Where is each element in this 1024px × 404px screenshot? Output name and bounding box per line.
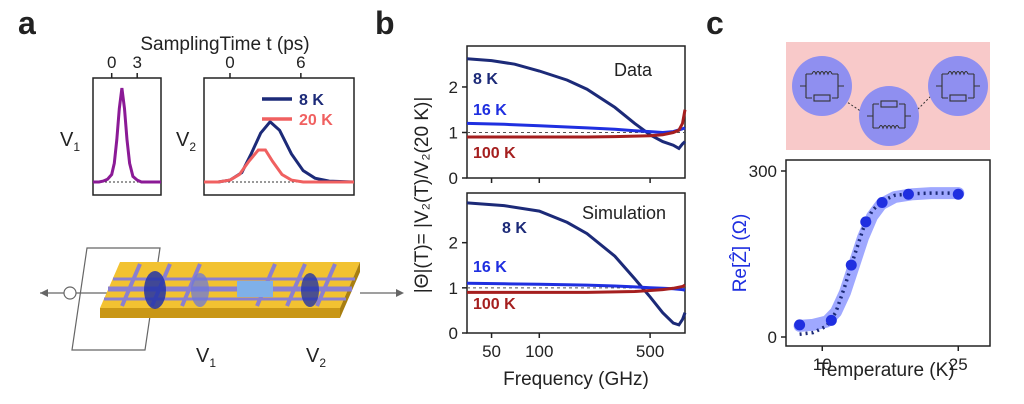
b1-title: Data [614, 60, 653, 80]
circuit-lines [800, 70, 980, 130]
c-point [794, 319, 806, 331]
pulse-v2 [301, 273, 319, 307]
x-tick-label: 25 [949, 355, 968, 374]
b1-series-16K [466, 121, 686, 135]
right-arrow-icon [396, 289, 404, 297]
b2-ticks: 50 100 500 0 1 2 [449, 234, 665, 361]
c-fit-band [793, 187, 965, 332]
a1-frame [92, 77, 162, 196]
y-tick-label: 1 [449, 279, 458, 298]
c-point [825, 314, 837, 326]
sample-flake [237, 281, 273, 297]
panel-b-data-plot: 0 1 2 Data 8 K 16 K 100 K [449, 45, 687, 188]
panel-c-plot: 10 25 0 300 [749, 159, 991, 374]
b2-label-16K: 16 K [473, 259, 507, 276]
b-ylabel: |Θ|(T)= |V₂(T)/V₂(20 K)| [412, 97, 433, 294]
panel-letter-c: c [706, 5, 724, 41]
a2-v-label: V2 [176, 129, 196, 154]
c-point [860, 216, 872, 228]
b2-label-100K: 100 K [473, 296, 516, 313]
a1-v-label: V1 [60, 129, 80, 154]
device-schematic: V1 V2 [40, 247, 404, 370]
panel-letter-b: b [375, 5, 395, 41]
chip-front [100, 308, 340, 318]
x-tick-label: 0 [107, 53, 116, 72]
device-v1-label: V1 [196, 345, 216, 370]
c-point [845, 259, 857, 271]
c-frame [785, 159, 991, 347]
device-v2-label: V2 [306, 345, 326, 370]
a-axis-title: SamplingTime t (ps) [140, 34, 309, 55]
y-tick-label: 0 [449, 169, 458, 188]
pulse-v1 [191, 273, 209, 307]
c-point [902, 188, 914, 200]
y-tick-label: 0 [449, 324, 458, 343]
a1-pulse [93, 87, 161, 184]
c-ylabel: Re[Ẑ] (Ω) [729, 214, 751, 293]
b1-ticks: 0 1 2 [449, 78, 651, 188]
grain-1 [792, 56, 852, 116]
c-model-dotted [799, 191, 966, 336]
probe-loop [71, 247, 161, 351]
b-xlabel: Frequency (GHz) [503, 369, 649, 390]
left-arrow-icon [40, 289, 48, 297]
a2-frame [203, 77, 355, 196]
y-tick-label: 300 [749, 162, 777, 181]
a2-series-20K [204, 148, 354, 184]
y-tick-label: 2 [449, 234, 458, 253]
pulse-injected [144, 271, 166, 309]
c-point [952, 188, 964, 200]
circuit-schematic [786, 42, 990, 150]
c-point [876, 197, 888, 209]
y-tick-label: 1 [449, 123, 458, 142]
x-tick-label: 50 [482, 342, 501, 361]
b2-series-100K [467, 283, 686, 294]
c-xlabel: Temperature (K) [817, 360, 954, 381]
a2-series-8K [204, 119, 355, 184]
x-tick-label: 0 [225, 53, 234, 72]
c-points [794, 188, 964, 331]
grain-3 [928, 56, 988, 116]
legend-label-20K: 20 K [299, 112, 333, 129]
b1-series-8K [466, 57, 687, 151]
panel-b-simulation-plot: 50 100 500 0 1 2 Simulation 8 K 16 K 100 K [449, 192, 687, 361]
b1-label-16K: 16 K [473, 102, 507, 119]
b2-frame [466, 192, 686, 334]
x-tick-label: 6 [296, 53, 305, 72]
grain-2 [859, 86, 919, 146]
c-ticks: 10 25 0 300 [749, 162, 968, 374]
y-tick-label: 0 [768, 328, 777, 347]
panel-letter-a: a [18, 5, 36, 41]
b1-label-8K: 8 K [473, 71, 498, 88]
legend-label-8K: 8 K [299, 92, 324, 109]
x-tick-label: 3 [132, 53, 141, 72]
x-tick-label: 10 [813, 355, 832, 374]
b1-label-100K: 100 K [473, 145, 516, 162]
b2-series-8K [466, 201, 687, 327]
b2-title: Simulation [582, 203, 666, 223]
b1-series-100K [467, 109, 687, 139]
x-tick-label: 500 [636, 342, 664, 361]
source-icon [63, 286, 77, 300]
x-tick-label: 100 [525, 342, 553, 361]
y-tick-label: 2 [449, 78, 458, 97]
b2-label-8K: 8 K [502, 220, 527, 237]
